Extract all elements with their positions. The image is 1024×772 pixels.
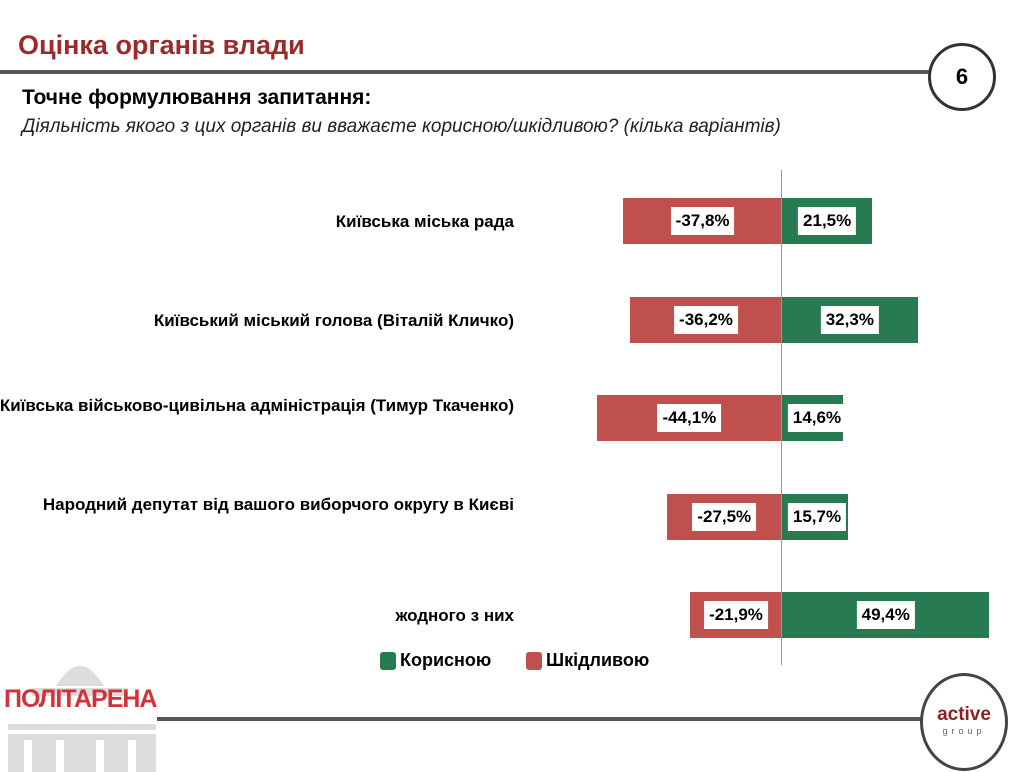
legend-item-useful: Корисною: [380, 650, 491, 671]
data-label: 15,7%: [787, 503, 847, 531]
parliament-logo-icon: [8, 666, 156, 772]
data-label: -21,9%: [704, 601, 768, 629]
category-label: Київська міська рада: [335, 212, 514, 231]
active-group-logo: active group: [920, 673, 1008, 771]
question-heading: Точне формулювання запитання:: [22, 86, 372, 109]
category-label: Київська військово-цивільна адміністраці…: [0, 396, 514, 415]
footer-divider: [157, 717, 922, 721]
data-label: -36,2%: [674, 306, 738, 334]
data-label: 14,6%: [787, 404, 847, 432]
category-label: Народний депутат від вашого виборчого ок…: [42, 495, 514, 514]
data-label: -44,1%: [657, 404, 722, 432]
data-label: 32,3%: [820, 306, 879, 334]
data-label: -37,8%: [670, 207, 735, 235]
logo-sub-text: group: [942, 726, 986, 736]
category-label: жодного з них: [395, 606, 514, 625]
legend-swatch: [526, 651, 542, 670]
page-title: Оцінка органів влади: [18, 30, 305, 60]
zero-axis: [781, 170, 782, 665]
data-label: 21,5%: [798, 207, 857, 235]
legend-item-harmful: Шкідливою: [526, 650, 649, 671]
data-label: 49,4%: [856, 601, 915, 629]
category-label: Київський міський голова (Віталій Кличко…: [153, 311, 514, 330]
politarena-logo: ПОЛІТАРЕНА: [4, 685, 157, 713]
question-text: Діяльність якого з цих органів ви вважає…: [22, 116, 781, 137]
data-label: -27,5%: [692, 503, 757, 531]
page-number: 6: [928, 43, 996, 111]
legend-label: Корисною: [400, 650, 492, 670]
legend-swatch: [380, 651, 396, 670]
logo-main-text: active: [937, 704, 991, 725]
legend-label: Шкідливою: [546, 650, 650, 670]
header-divider: [0, 70, 932, 74]
